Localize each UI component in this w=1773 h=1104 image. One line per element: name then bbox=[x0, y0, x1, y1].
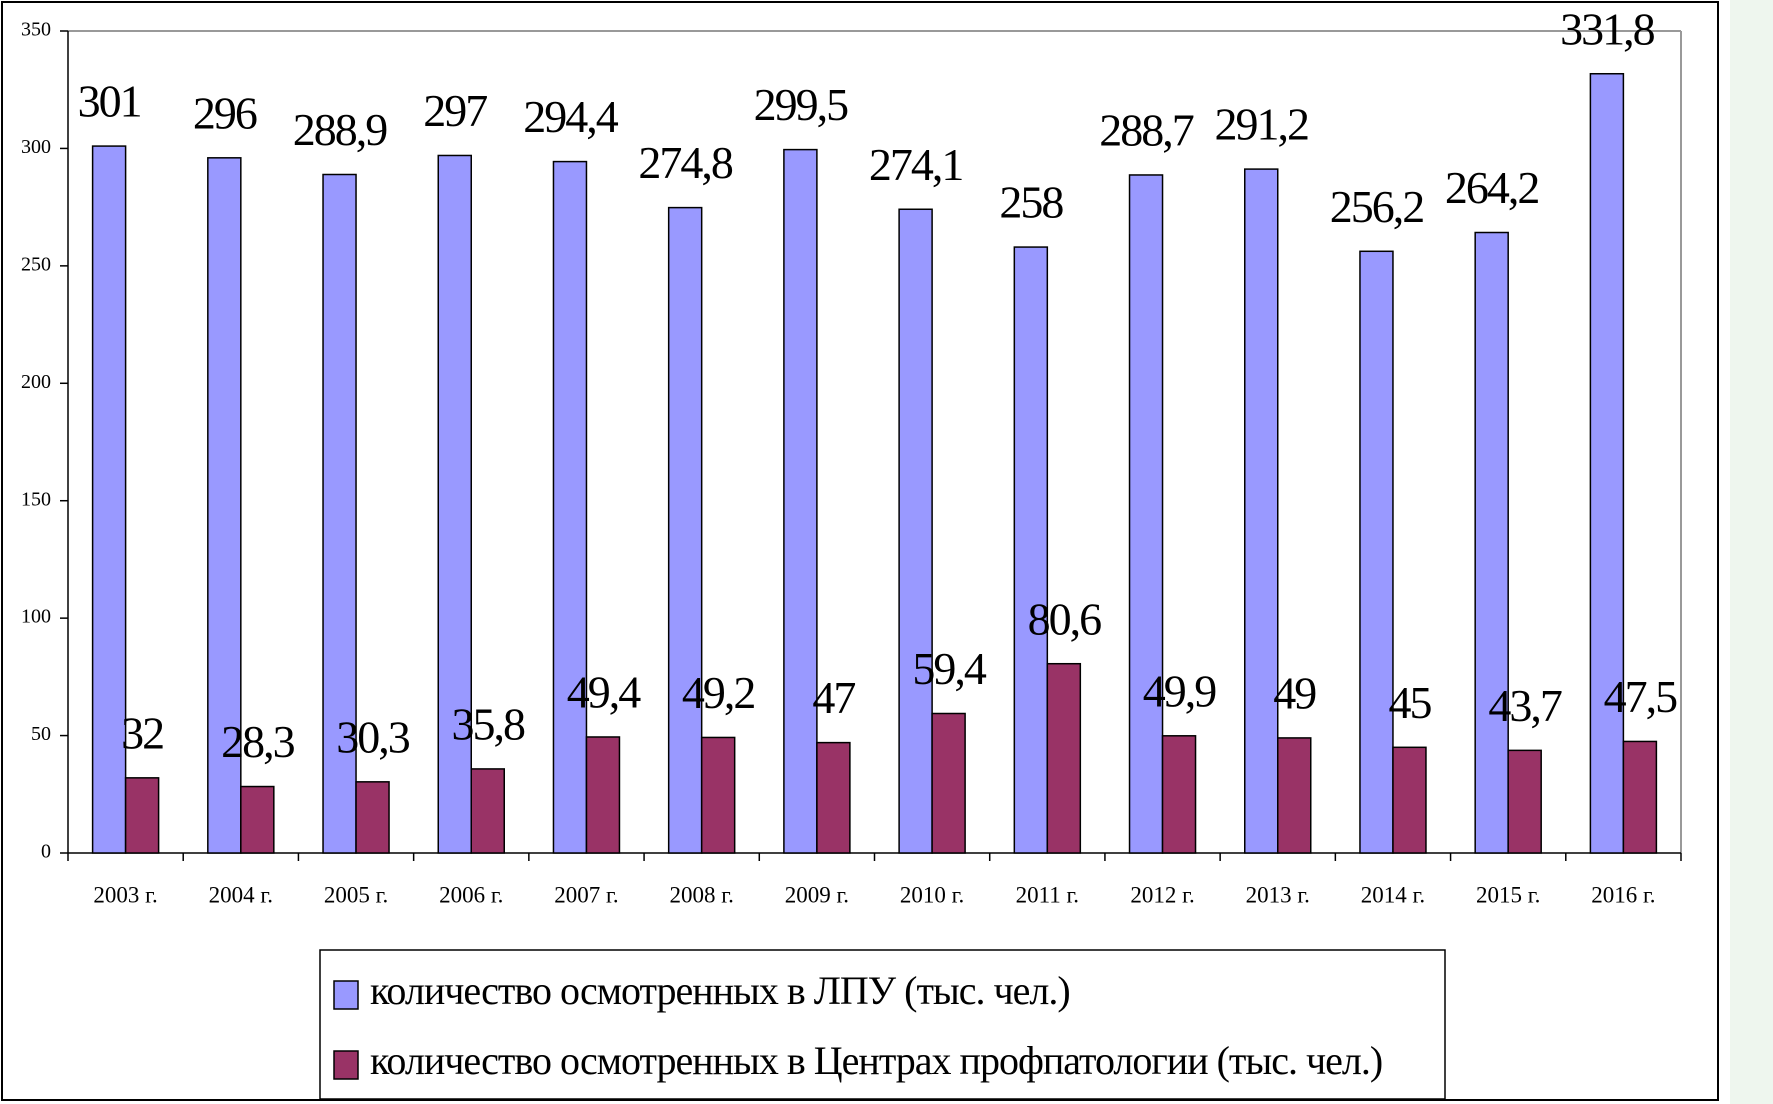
data-label: 299,5 bbox=[754, 79, 849, 130]
bar bbox=[700, 736, 736, 854]
data-label: 32 bbox=[121, 707, 163, 758]
bar bbox=[1507, 749, 1542, 854]
data-label: 256,2 bbox=[1330, 181, 1424, 232]
data-label: 264,2 bbox=[1445, 162, 1539, 213]
x-tick-label: 2014 г. bbox=[1361, 882, 1425, 907]
data-label: 49,9 bbox=[1143, 665, 1217, 716]
chart-border bbox=[1, 1, 1719, 1101]
bar bbox=[1244, 168, 1279, 854]
bar bbox=[207, 157, 242, 854]
x-tick-label: 2003 г. bbox=[93, 882, 157, 907]
bar bbox=[1277, 737, 1312, 854]
x-tick-label: 2015 г. bbox=[1476, 882, 1540, 907]
bar bbox=[124, 777, 160, 854]
bar bbox=[91, 145, 127, 854]
bar bbox=[667, 206, 703, 854]
data-label: 258 bbox=[999, 177, 1063, 228]
bar bbox=[783, 148, 818, 854]
bar bbox=[1161, 735, 1197, 854]
data-label: 274,1 bbox=[869, 139, 963, 190]
data-label: 45 bbox=[1388, 677, 1431, 728]
data-label: 59,4 bbox=[912, 643, 987, 694]
bar bbox=[1128, 174, 1164, 854]
legend-box bbox=[319, 949, 1446, 1100]
data-label: 288,9 bbox=[293, 104, 388, 155]
bar bbox=[1359, 250, 1394, 854]
data-label: 28,3 bbox=[221, 716, 295, 767]
data-label: 30,3 bbox=[336, 711, 410, 762]
x-tick-label: 2006 г. bbox=[439, 882, 503, 907]
data-label: 49,2 bbox=[682, 667, 755, 718]
data-label: 49,4 bbox=[567, 667, 642, 718]
x-tick-label: 2012 г. bbox=[1130, 882, 1194, 907]
y-tick-label: 350 bbox=[21, 19, 51, 41]
legend-label: количество осмотренных в ЛПУ (тыс. чел.) bbox=[370, 968, 1070, 1013]
x-tick-label: 2009 г. bbox=[785, 882, 849, 907]
data-label: 80,6 bbox=[1028, 593, 1102, 644]
bar bbox=[470, 768, 505, 854]
data-label: 47,5 bbox=[1604, 671, 1678, 722]
x-tick-label: 2008 г. bbox=[670, 882, 734, 907]
x-tick-label: 2005 г. bbox=[324, 882, 388, 907]
data-label: 294,4 bbox=[523, 91, 619, 142]
bar bbox=[1046, 662, 1082, 854]
data-label: 291,2 bbox=[1215, 99, 1309, 150]
bar bbox=[1013, 246, 1049, 854]
bar bbox=[240, 785, 275, 854]
bar bbox=[355, 781, 390, 854]
data-label: 331,8 bbox=[1560, 3, 1655, 54]
y-tick-label: 50 bbox=[31, 723, 51, 745]
bar bbox=[816, 741, 851, 854]
bar bbox=[322, 173, 357, 854]
data-label: 297 bbox=[423, 85, 487, 136]
x-tick-label: 2004 г. bbox=[209, 882, 273, 907]
x-tick-label: 2010 г. bbox=[900, 882, 964, 907]
y-tick-label: 0 bbox=[41, 841, 51, 863]
legend-label: количество осмотренных в Центрах профпат… bbox=[370, 1038, 1382, 1083]
x-tick-label: 2011 г. bbox=[1016, 882, 1080, 907]
data-label: 296 bbox=[193, 87, 257, 138]
bar bbox=[585, 736, 621, 854]
y-tick-label: 300 bbox=[21, 136, 51, 158]
bar bbox=[1622, 740, 1658, 854]
bar bbox=[1392, 746, 1427, 854]
bar bbox=[437, 154, 472, 854]
x-tick-label: 2016 г. bbox=[1591, 882, 1655, 907]
y-tick-label: 100 bbox=[21, 606, 51, 628]
data-label: 43,7 bbox=[1488, 680, 1562, 731]
bar bbox=[1589, 72, 1625, 854]
x-tick-label: 2007 г. bbox=[554, 882, 618, 907]
y-tick-label: 150 bbox=[21, 488, 51, 510]
side-decoration bbox=[1730, 0, 1773, 1104]
bar bbox=[1474, 231, 1509, 854]
data-label: 274,8 bbox=[638, 137, 733, 188]
bar bbox=[898, 208, 933, 854]
bar bbox=[931, 712, 966, 854]
legend-swatch bbox=[333, 980, 359, 1010]
data-label: 301 bbox=[78, 76, 141, 127]
x-tick-label: 2013 г. bbox=[1246, 882, 1310, 907]
data-label: 47 bbox=[812, 672, 855, 723]
y-tick-label: 200 bbox=[21, 371, 51, 393]
y-tick-label: 250 bbox=[21, 253, 51, 275]
bar bbox=[552, 160, 588, 854]
data-label: 288,7 bbox=[1099, 105, 1194, 156]
data-label: 49 bbox=[1273, 667, 1316, 718]
legend-swatch bbox=[333, 1050, 359, 1080]
data-label: 35,8 bbox=[452, 698, 526, 749]
